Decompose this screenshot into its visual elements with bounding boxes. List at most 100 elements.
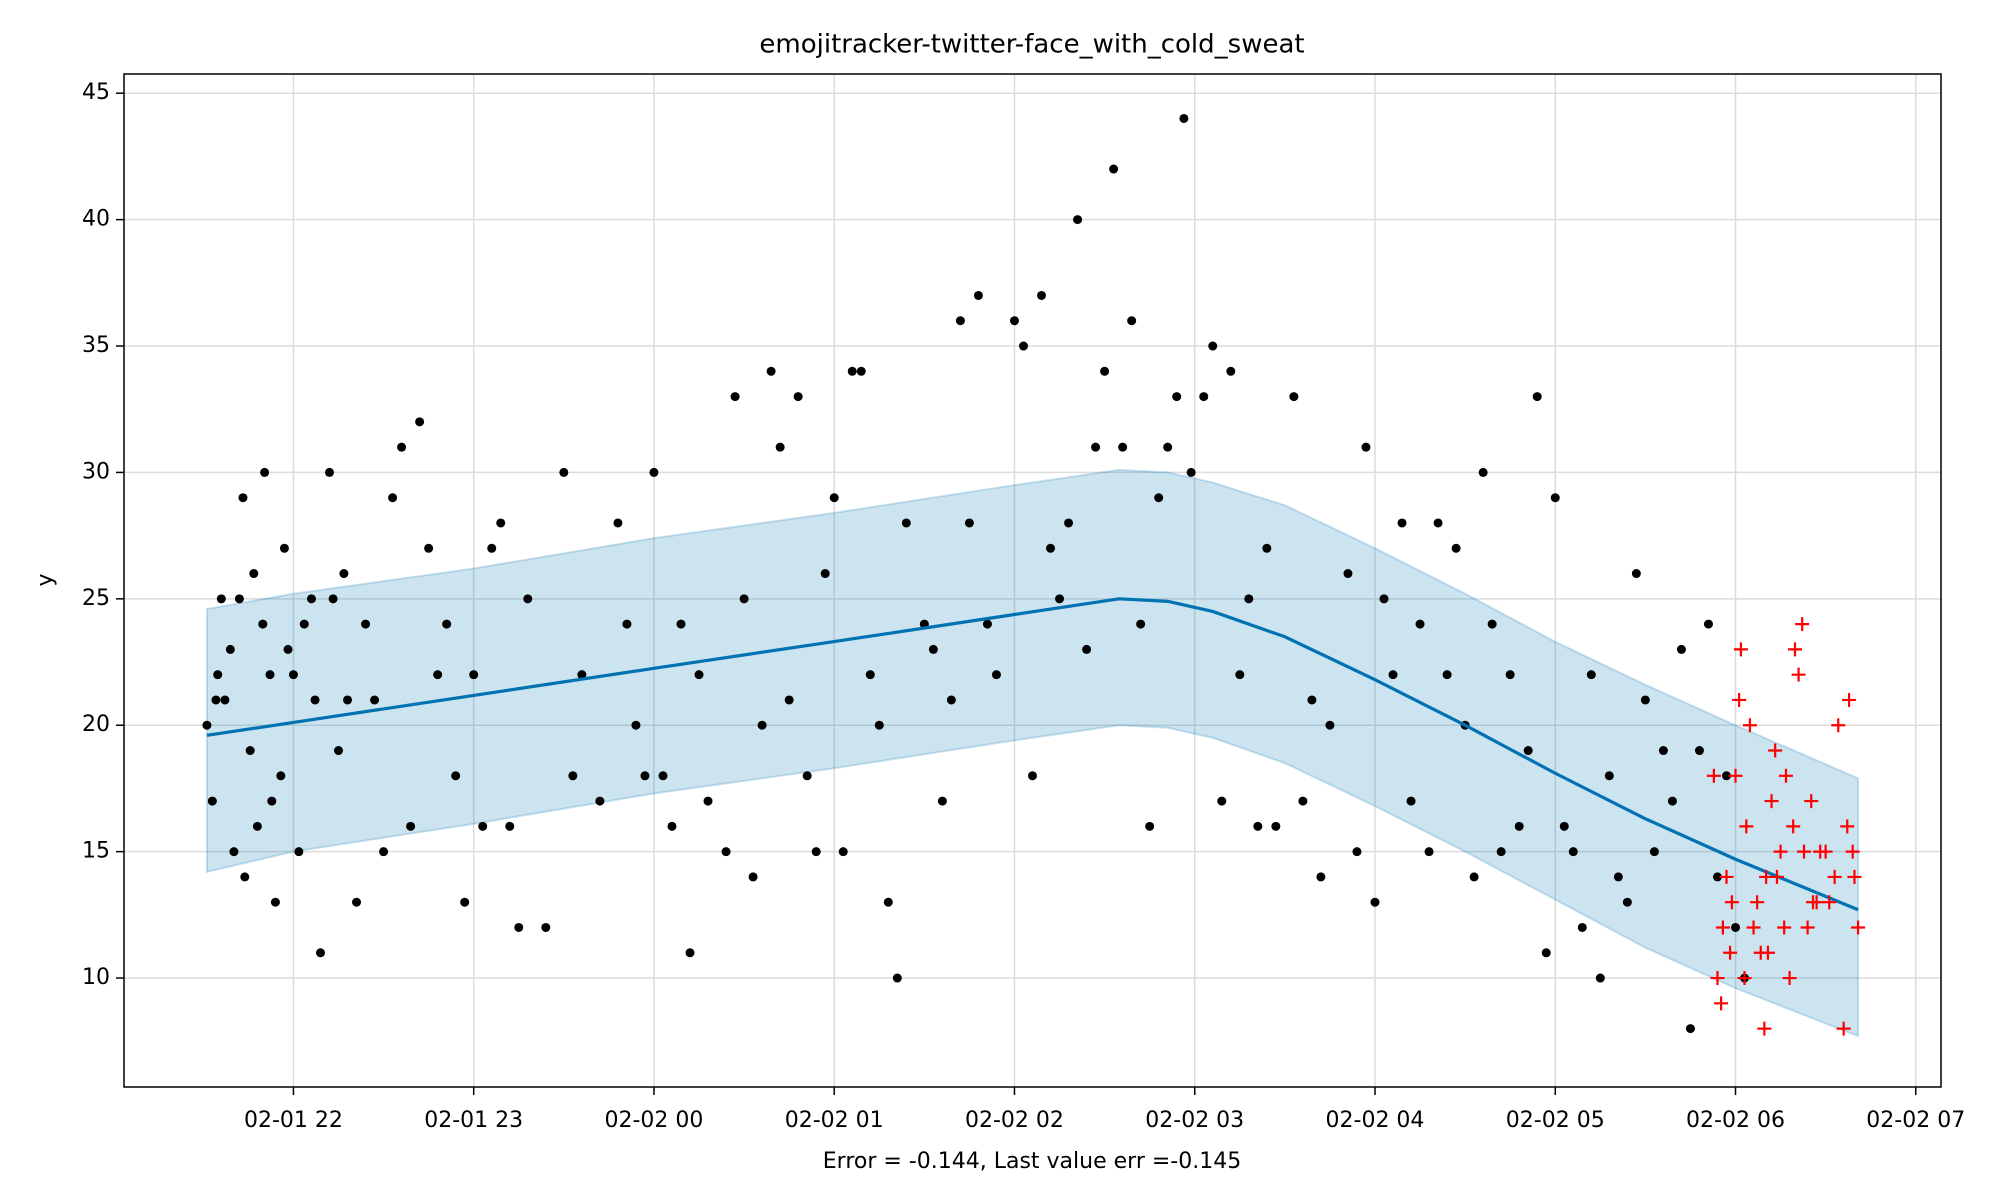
observed-point <box>249 569 259 579</box>
observed-point <box>238 493 248 503</box>
observed-point <box>234 594 244 604</box>
test-point <box>1750 895 1765 910</box>
observed-point <box>487 543 497 553</box>
observed-point <box>865 670 875 680</box>
observed-point <box>328 594 338 604</box>
observed-point <box>1622 897 1632 907</box>
observed-point <box>1307 695 1317 705</box>
y-tick-label: 25 <box>82 586 110 611</box>
test-point <box>1804 794 1819 809</box>
observed-point <box>1271 821 1281 831</box>
observed-point <box>294 847 304 857</box>
test-point <box>1778 768 1793 783</box>
plot-area <box>124 74 1941 1087</box>
observed-point <box>1179 113 1189 123</box>
observed-point <box>424 543 434 553</box>
observed-point <box>811 847 821 857</box>
observed-point <box>270 897 280 907</box>
x-tick-label: 02-01 23 <box>424 1108 523 1133</box>
observed-point <box>1523 746 1533 756</box>
observed-point <box>1397 518 1407 528</box>
observed-point <box>1055 594 1065 604</box>
observed-point <box>883 897 893 907</box>
observed-point <box>829 493 839 503</box>
observed-point <box>523 594 533 604</box>
observed-point <box>667 821 677 831</box>
observed-point <box>245 746 255 756</box>
observed-point <box>505 821 515 831</box>
test-point <box>1714 996 1729 1011</box>
observed-point <box>379 847 389 857</box>
observed-point <box>1514 821 1524 831</box>
observed-point <box>577 670 587 680</box>
y-tick-label: 40 <box>82 207 110 232</box>
observed-point <box>1703 619 1713 629</box>
uncertainty-band <box>205 468 1860 1038</box>
test-point <box>1732 692 1747 707</box>
observed-point <box>1406 796 1416 806</box>
observed-point <box>1037 290 1047 300</box>
observed-point <box>838 847 848 857</box>
test-point <box>1742 718 1757 733</box>
observed-point <box>595 796 605 806</box>
observed-point <box>982 619 992 629</box>
test-point <box>1733 642 1748 657</box>
observed-point <box>640 771 650 781</box>
observed-point <box>1379 594 1389 604</box>
observed-point <box>406 821 416 831</box>
observed-point <box>299 619 309 629</box>
observed-point <box>315 948 325 958</box>
observed-point <box>1009 316 1019 326</box>
observed-point <box>1091 442 1101 452</box>
observed-point <box>991 670 1001 680</box>
observed-point <box>1649 847 1659 857</box>
observed-point <box>1433 518 1443 528</box>
observed-point <box>397 442 407 452</box>
observed-point <box>901 518 911 528</box>
observed-point <box>937 796 947 806</box>
test-point <box>1786 819 1801 834</box>
observed-point <box>784 695 794 705</box>
observed-point <box>1136 619 1146 629</box>
axes-frame <box>123 73 1942 1088</box>
test-point <box>1840 819 1855 834</box>
observed-point <box>229 847 239 857</box>
test-point <box>1723 945 1738 960</box>
observed-point <box>225 644 235 654</box>
observed-point <box>306 594 316 604</box>
test-point <box>1782 971 1797 986</box>
observed-point <box>1532 392 1542 402</box>
x-tick-label: 02-02 06 <box>1686 1108 1785 1133</box>
observed-point <box>276 771 286 781</box>
observed-point <box>1469 872 1479 882</box>
observed-point <box>928 644 938 654</box>
observed-point <box>1217 796 1227 806</box>
observed-point <box>676 619 686 629</box>
observed-point <box>955 316 965 326</box>
observed-point <box>339 569 349 579</box>
observed-point <box>703 796 713 806</box>
observed-point <box>1145 821 1155 831</box>
observed-point <box>1118 442 1128 452</box>
observed-point <box>258 619 268 629</box>
test-point <box>1842 692 1857 707</box>
test-point <box>1795 617 1810 632</box>
observed-point <box>946 695 956 705</box>
observed-point <box>1370 897 1380 907</box>
test-point <box>1851 920 1866 935</box>
test-point <box>1787 642 1802 657</box>
observed-point <box>739 594 749 604</box>
y-tick-label: 20 <box>82 712 110 737</box>
observed-point <box>1388 670 1398 680</box>
test-point <box>1773 844 1788 859</box>
y-tick-label: 15 <box>82 839 110 864</box>
observed-point <box>568 771 578 781</box>
observed-point <box>1298 796 1308 806</box>
observed-point <box>892 973 902 983</box>
observed-point <box>442 619 452 629</box>
observed-point <box>207 796 217 806</box>
observed-point <box>874 720 884 730</box>
test-point <box>1768 743 1783 758</box>
test-point <box>1737 971 1752 986</box>
observed-point <box>1325 720 1335 730</box>
